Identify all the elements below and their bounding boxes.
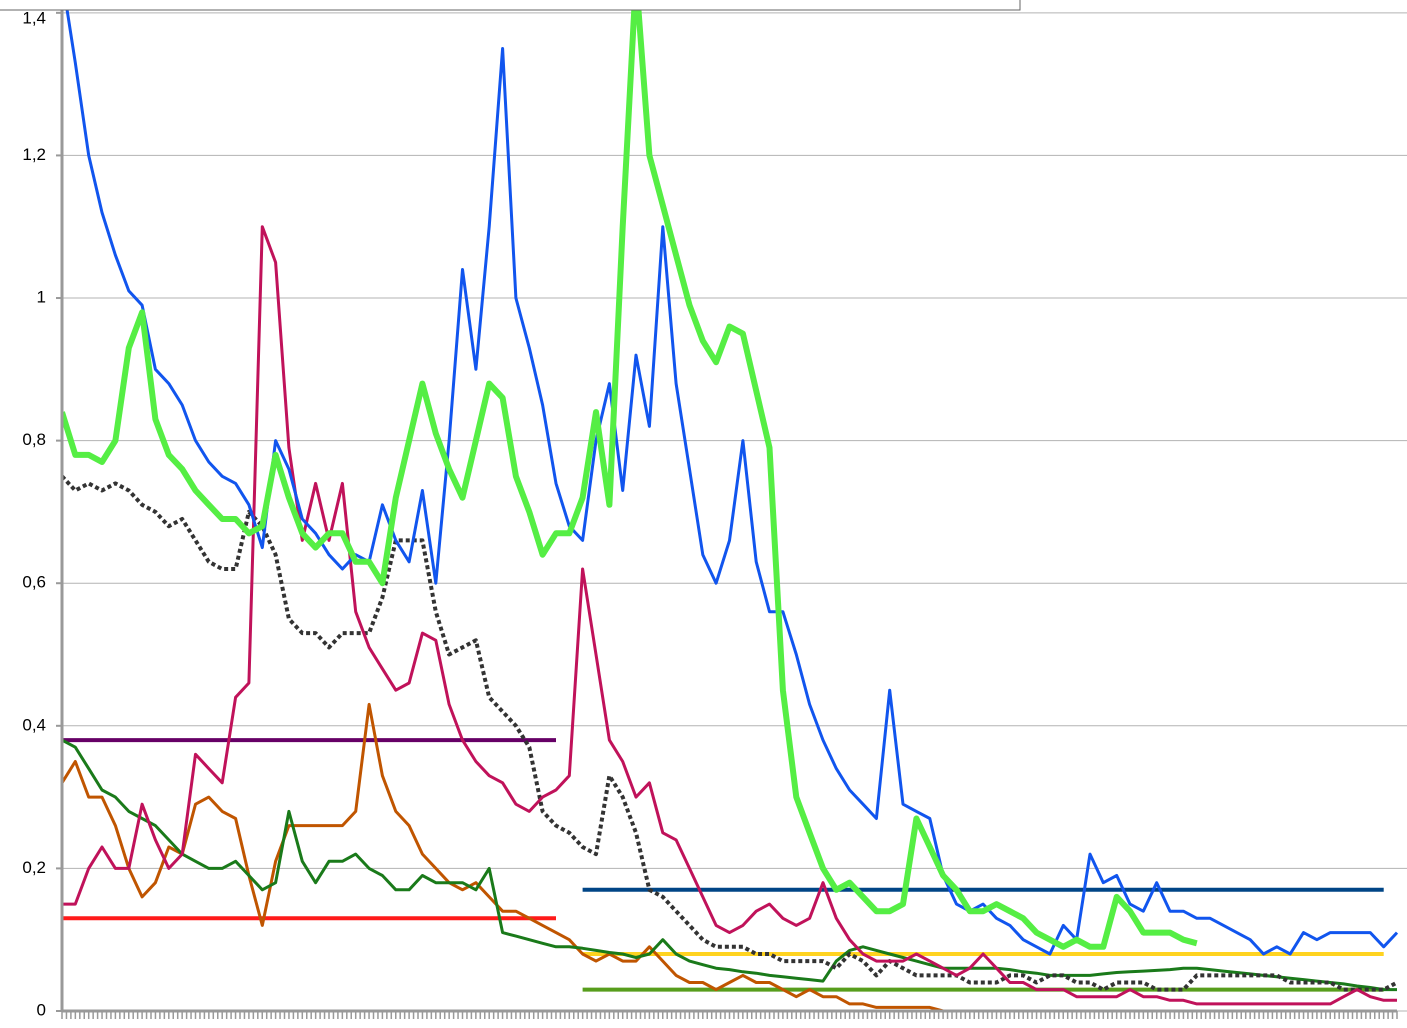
series-line xyxy=(64,0,1399,956)
legend-box xyxy=(0,0,1021,11)
series-line xyxy=(62,225,1397,1006)
y-tick-label: 0 xyxy=(37,1000,46,1019)
y-tick-label: 0,4 xyxy=(22,715,46,734)
y-tick-label: 0,8 xyxy=(22,430,46,449)
series-line xyxy=(62,474,1398,992)
y-tick-label: 0,2 xyxy=(22,858,46,877)
y-tick-label: 1,2 xyxy=(22,145,46,164)
y-tick-label: 1,4 xyxy=(22,8,46,27)
series-line xyxy=(62,0,1198,950)
series-line xyxy=(62,738,1397,992)
axes: 0 0,2 0,4 0,6 0,8 1 1,2 1,4 xyxy=(22,0,1398,1019)
y-tick-label: 1 xyxy=(37,288,46,307)
plot-area xyxy=(62,0,1399,1013)
y-tick-label: 0,6 xyxy=(22,573,46,592)
